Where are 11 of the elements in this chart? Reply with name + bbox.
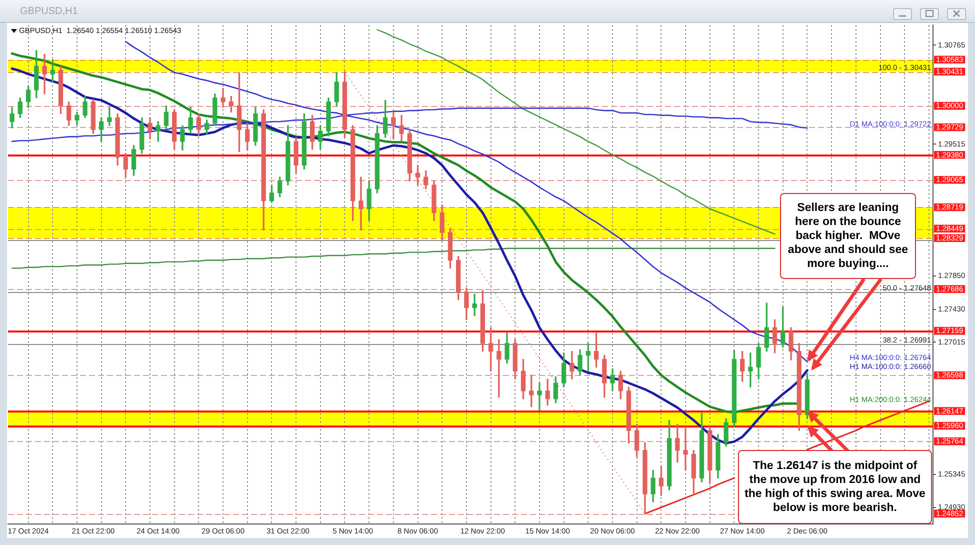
annotation: Sellers are leaning here on the bounce back higher. MOve above and should see more buying....	[786, 200, 910, 272]
chart-title: GBPUSD,H1	[20, 6, 78, 18]
candlestick	[107, 107, 112, 126]
candlestick	[683, 426, 688, 470]
annotation: The 1.26147 is the midpoint of the move up from 2016 low and the high of this swing area. Move below is more bearish.	[744, 458, 926, 516]
candlestick	[537, 382, 542, 410]
candlestick	[220, 88, 226, 108]
candlestick	[42, 54, 47, 94]
candlestick	[358, 176, 364, 230]
candlestick	[748, 352, 753, 388]
candlestick	[472, 294, 477, 316]
